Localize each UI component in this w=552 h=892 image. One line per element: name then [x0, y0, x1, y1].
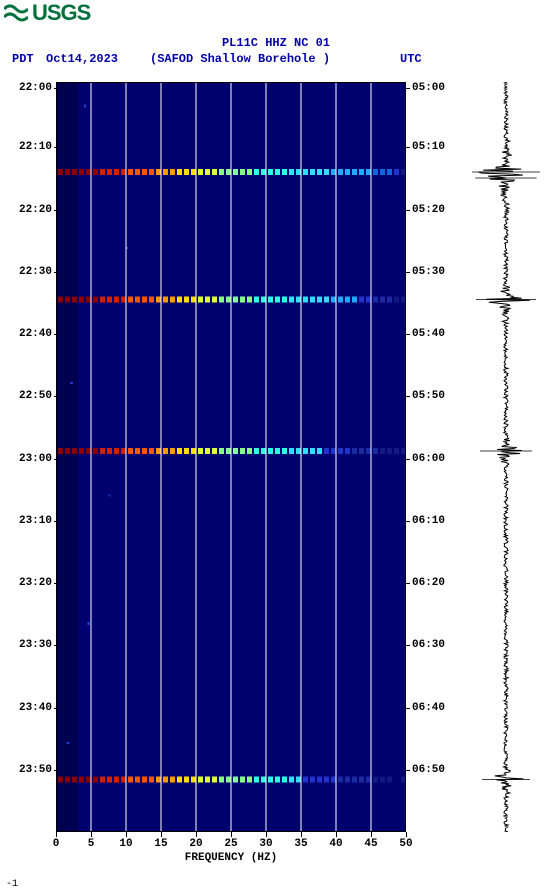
xtick: 40 [329, 838, 342, 850]
spectrogram-plot [56, 82, 406, 832]
ytick-right: 06:30 [412, 639, 445, 651]
ytick-left: 22:30 [19, 266, 52, 278]
ytick-left: 22:20 [19, 204, 52, 216]
ytick-left: 22:50 [19, 390, 52, 402]
ytick-right: 06:50 [412, 764, 445, 776]
xtick: 30 [259, 838, 272, 850]
xtick: 20 [189, 838, 202, 850]
date-label: Oct14,2023 [46, 52, 118, 66]
ytick-left: 23:50 [19, 764, 52, 776]
ytick-left: 23:20 [19, 577, 52, 589]
ytick-right: 06:10 [412, 515, 445, 527]
ytick-right: 05:30 [412, 266, 445, 278]
xtick: 15 [154, 838, 167, 850]
page-root: USGS PL11C HHZ NC 01 PDT Oct14,2023 (SAF… [0, 0, 552, 892]
station-label: (SAFOD Shallow Borehole ) [150, 52, 330, 66]
tz-right-label: UTC [400, 52, 422, 66]
seismogram-trace [470, 82, 542, 832]
x-axis-label: FREQUENCY (HZ) [56, 852, 406, 864]
usgs-logo: USGS [4, 0, 90, 26]
ytick-right: 05:50 [412, 390, 445, 402]
y-axis-left: 22:00 22:10 22:20 22:30 22:40 22:50 23:00 23:10… [0, 82, 54, 832]
xtick: 50 [399, 838, 412, 850]
logo-text: USGS [32, 0, 90, 26]
ytick-left: 22:40 [19, 328, 52, 340]
ytick-right: 06:40 [412, 702, 445, 714]
xtick: 10 [119, 838, 132, 850]
ytick-right: 05:00 [412, 82, 445, 94]
ytick-right: 06:20 [412, 577, 445, 589]
ytick-right: 06:00 [412, 453, 445, 465]
ytick-left: 22:10 [19, 141, 52, 153]
ytick-right: 05:10 [412, 141, 445, 153]
plot-title: PL11C HHZ NC 01 [0, 36, 552, 50]
wave-icon [4, 3, 28, 23]
ytick-right: 05:40 [412, 328, 445, 340]
tz-left-label: PDT [12, 52, 34, 66]
ytick-left: 23:00 [19, 453, 52, 465]
spectrogram-svg [56, 82, 406, 832]
xtick: 0 [53, 838, 60, 850]
ytick-right: 05:20 [412, 204, 445, 216]
xtick: 25 [224, 838, 237, 850]
y-axis-right: 05:00 05:10 05:20 05:30 05:40 05:50 06:00 06:10… [410, 82, 464, 832]
ytick-left: 22:00 [19, 82, 52, 94]
xtick: 5 [88, 838, 95, 850]
ytick-left: 23:30 [19, 639, 52, 651]
seismogram-svg [470, 82, 542, 832]
ytick-left: 23:40 [19, 702, 52, 714]
xtick: 45 [364, 838, 377, 850]
ytick-left: 23:10 [19, 515, 52, 527]
footer-mark: -1 [6, 879, 18, 890]
xtick: 35 [294, 838, 307, 850]
